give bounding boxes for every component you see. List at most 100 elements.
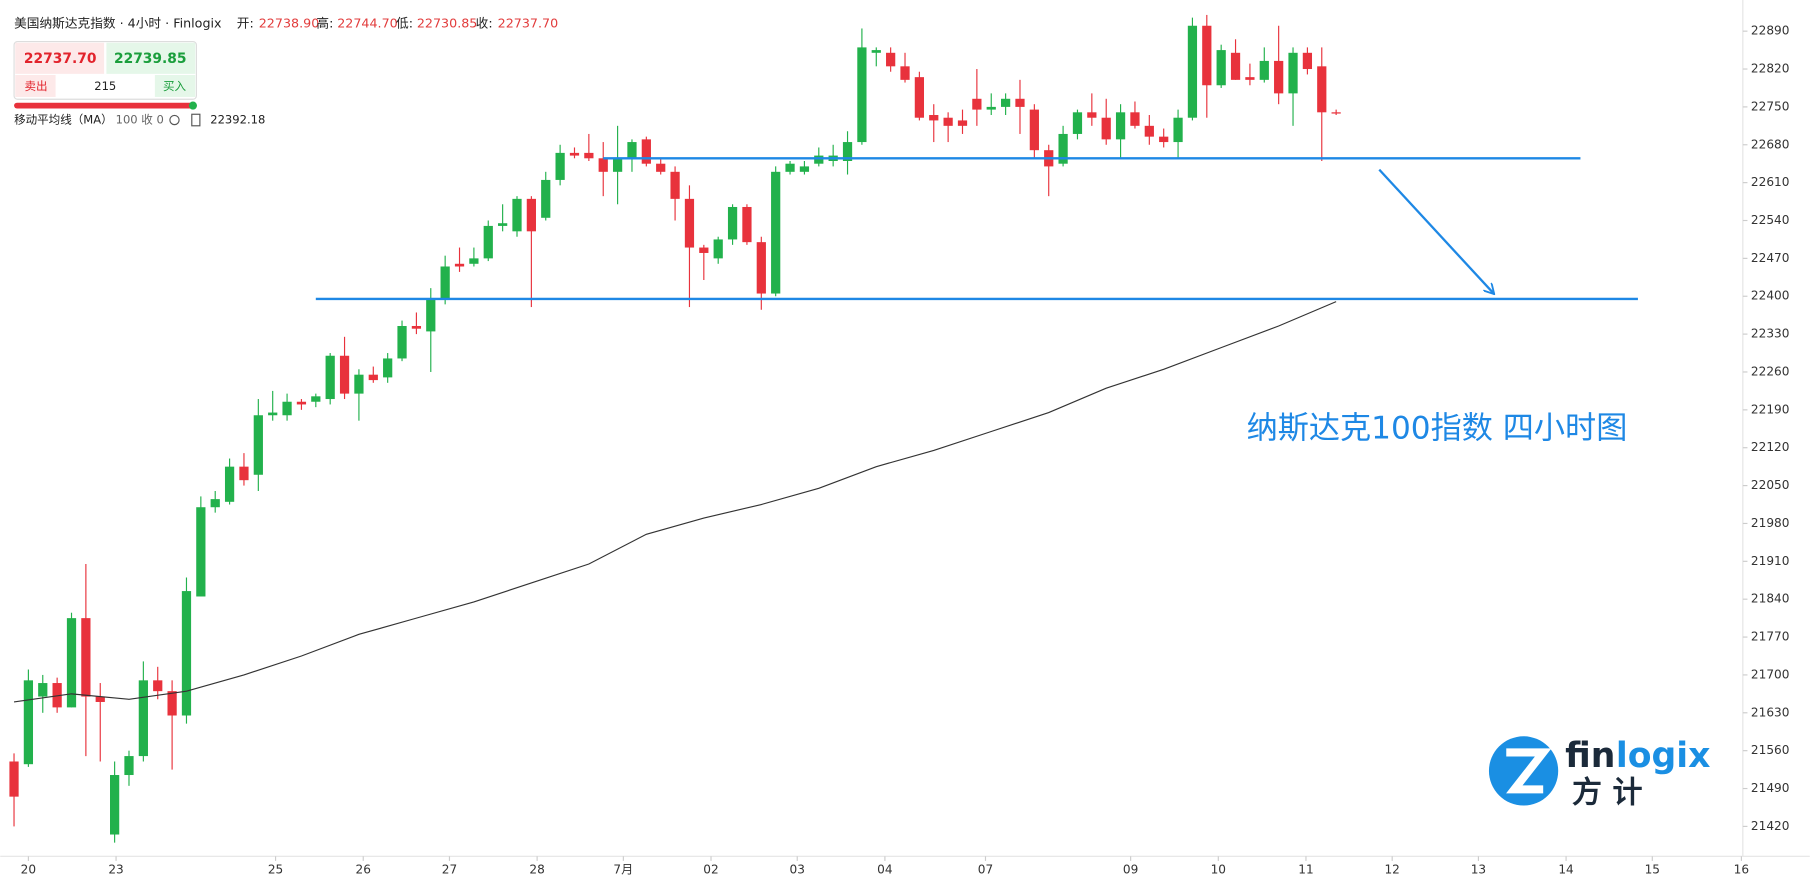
moving-average bbox=[13, 301, 1337, 703]
indicator-params: 100 收 0 bbox=[116, 113, 164, 127]
ratio-bar bbox=[14, 102, 195, 109]
candle-body bbox=[742, 206, 752, 243]
x-tick-label: 11 bbox=[1298, 863, 1313, 877]
candle-body bbox=[52, 683, 62, 708]
candle-body bbox=[196, 507, 206, 597]
y-tick-label: 22190 bbox=[1751, 402, 1790, 416]
candle-body bbox=[943, 117, 953, 126]
x-tick-label: 27 bbox=[442, 863, 457, 877]
buy-button[interactable] bbox=[154, 75, 196, 97]
x-tick-label: 14 bbox=[1558, 863, 1574, 877]
candle-body bbox=[397, 325, 407, 359]
candle-body bbox=[354, 374, 364, 394]
candle-body bbox=[914, 77, 925, 118]
candle-body bbox=[598, 158, 608, 172]
candle-body bbox=[713, 239, 723, 259]
candle-body bbox=[110, 775, 120, 835]
candle-body bbox=[1187, 25, 1198, 118]
candle-body bbox=[1173, 117, 1183, 143]
candle-body bbox=[756, 242, 766, 294]
sell-button[interactable] bbox=[15, 75, 56, 97]
y-tick-label: 22260 bbox=[1751, 364, 1790, 378]
y-tick-label: 21420 bbox=[1751, 819, 1790, 833]
candle-body bbox=[383, 358, 393, 378]
x-tick-label: 7月 bbox=[613, 863, 633, 877]
logo-fin: fin bbox=[1565, 736, 1615, 776]
y-tick-label: 22120 bbox=[1751, 440, 1790, 454]
candle-body bbox=[224, 466, 235, 502]
candle-body bbox=[210, 499, 220, 508]
candle-body bbox=[584, 152, 594, 159]
sell-price[interactable]: 22737.70 bbox=[24, 51, 97, 67]
candle-body bbox=[1317, 66, 1327, 113]
candle-body bbox=[1216, 50, 1226, 86]
candle-body bbox=[526, 198, 536, 232]
delete-icon[interactable] bbox=[191, 113, 201, 127]
candle-body bbox=[38, 683, 48, 697]
candle-body bbox=[1101, 117, 1111, 140]
candle-body bbox=[469, 258, 479, 264]
logo-mark bbox=[1506, 748, 1552, 794]
x-tick-label: 10 bbox=[1211, 863, 1226, 877]
candle-body bbox=[612, 158, 623, 172]
candle-body bbox=[684, 198, 695, 248]
candle-body bbox=[339, 355, 350, 394]
y-tick-label: 21700 bbox=[1751, 667, 1790, 681]
x-tick-label: 23 bbox=[108, 863, 123, 877]
buy-price[interactable]: 22739.85 bbox=[114, 51, 187, 67]
candle-body bbox=[1000, 98, 1011, 107]
symbol: 美国纳斯达克指数 · 4小时 · Finlogix bbox=[14, 16, 222, 31]
x-tick-label: 28 bbox=[529, 863, 544, 877]
low-label: 低: bbox=[396, 16, 413, 31]
indicator-value: 22392.18 bbox=[210, 113, 265, 127]
y-tick-label: 22400 bbox=[1751, 289, 1790, 303]
settings-icon[interactable] bbox=[169, 114, 180, 126]
candle-body bbox=[627, 142, 637, 159]
buy-box[interactable] bbox=[106, 42, 196, 74]
candle-body bbox=[727, 206, 738, 240]
candle-body bbox=[239, 466, 249, 481]
candle-body bbox=[799, 166, 810, 172]
x-tick-label: 02 bbox=[703, 863, 718, 877]
buy-text[interactable]: 买入 bbox=[163, 79, 187, 93]
candle-body bbox=[1202, 25, 1212, 86]
candle-body bbox=[900, 66, 910, 80]
candle-body bbox=[541, 179, 551, 218]
candle-body bbox=[1288, 52, 1298, 94]
high-value: 22744.70 bbox=[337, 16, 398, 31]
candle-body bbox=[95, 696, 105, 702]
candle-body bbox=[1144, 125, 1154, 137]
candle-body bbox=[986, 106, 996, 110]
annotation: 纳斯达克100指数 四小时图 bbox=[1247, 410, 1628, 446]
x-tick-label: 03 bbox=[790, 863, 805, 877]
close-value: 22737.70 bbox=[498, 16, 559, 31]
candle-body bbox=[167, 691, 177, 716]
candle-body bbox=[569, 152, 580, 156]
candle-body bbox=[296, 401, 307, 405]
candle-body bbox=[1259, 60, 1269, 80]
candle-body bbox=[368, 374, 378, 381]
candle-body bbox=[699, 247, 709, 253]
candle-body bbox=[771, 171, 781, 294]
candle-body bbox=[512, 198, 522, 232]
candle-body bbox=[656, 163, 666, 172]
sell-box[interactable] bbox=[15, 42, 105, 74]
sell-text[interactable]: 卖出 bbox=[24, 79, 47, 93]
low-value: 22730.85 bbox=[417, 16, 478, 31]
candle-body bbox=[1115, 112, 1126, 140]
logo-circle bbox=[1488, 736, 1559, 806]
x-tick-label: 20 bbox=[21, 863, 36, 877]
y-tick-label: 21490 bbox=[1751, 781, 1790, 795]
candle-body bbox=[1159, 136, 1169, 143]
x-tick-label: 04 bbox=[877, 863, 893, 877]
candle-body bbox=[153, 680, 163, 692]
candle-body bbox=[282, 401, 292, 416]
candle-body bbox=[81, 618, 91, 697]
candle-body bbox=[311, 396, 321, 402]
plot: 22890 22820 22750 22680 22610 22540 22470 22400… bbox=[9, 14, 1790, 877]
candle-body bbox=[1130, 112, 1140, 126]
trade-widget: 22737.70 22739.85 卖出 215 买入 bbox=[13, 40, 197, 110]
y-tick-label: 22610 bbox=[1751, 175, 1790, 189]
